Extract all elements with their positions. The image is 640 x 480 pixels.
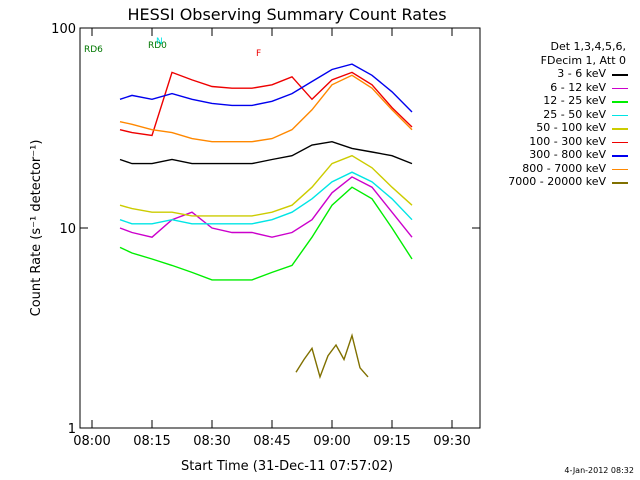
- x-tick-label: 08:30: [193, 434, 230, 449]
- x-tick-label: 09:30: [433, 434, 470, 449]
- y-axis-label: Count Rate (s⁻¹ detector⁻¹): [29, 140, 44, 317]
- x-tick-label: 09:00: [313, 434, 350, 449]
- y-tick-label: 10: [59, 222, 76, 237]
- legend-item-3: 25 - 50 keV: [472, 108, 632, 122]
- legend-item-2: 12 - 25 keV: [472, 94, 632, 108]
- legend-swatch: [612, 101, 628, 103]
- x-tick-label: 08:15: [133, 434, 170, 449]
- legend-item-4: 50 - 100 keV: [472, 121, 632, 135]
- legend-header-line-2: FDecim 1, Att 0: [540, 53, 626, 67]
- legend-swatch: [612, 155, 628, 157]
- legend-item-6: 300 - 800 keV: [472, 148, 632, 162]
- series-line-5: [119, 71, 413, 137]
- series-line-6: [119, 63, 413, 113]
- legend-label: 12 - 25 keV: [543, 94, 606, 107]
- legend-item-1: 6 - 12 keV: [472, 81, 632, 95]
- x-tick-label: 08:00: [73, 434, 110, 449]
- annotation-1: RD0: [148, 41, 167, 51]
- annotation-2: RD6: [84, 45, 103, 55]
- annotation-0: N: [156, 37, 163, 47]
- series-line-4: [119, 154, 413, 217]
- chart-title: HESSI Observing Summary Count Rates: [127, 5, 446, 24]
- legend-item-5: 100 - 300 keV: [472, 135, 632, 149]
- legend-swatch: [612, 74, 628, 76]
- series-line-0: [119, 140, 413, 165]
- legend-item-0: 3 - 6 keV: [472, 67, 632, 81]
- y-tick-label: 100: [51, 22, 76, 37]
- legend-label: 100 - 300 keV: [529, 134, 606, 148]
- legend-swatch: [612, 168, 628, 170]
- legend-label: 800 - 7000 keV: [522, 161, 606, 175]
- legend-swatch: [612, 141, 628, 143]
- x-tick-label: 08:45: [253, 434, 290, 449]
- legend: Det 1,3,4,5,6, FDecim 1, Att 0 3 - 6 keV…: [472, 40, 632, 189]
- axes: 08:00 08:15 08:30 08:45 09:00 09:15 09:30 1 10 10…: [51, 22, 481, 449]
- legend-label: 25 - 50 keV: [543, 107, 606, 121]
- legend-label: 300 - 800 keV: [529, 148, 606, 161]
- y-tick-label: 1: [68, 422, 76, 437]
- plot-frame: [79, 27, 481, 429]
- legend-label: 6 - 12 keV: [550, 80, 606, 94]
- legend-label: 3 - 6 keV: [557, 67, 606, 80]
- legend-swatch: [612, 182, 628, 184]
- legend-label: 50 - 100 keV: [536, 121, 606, 134]
- annotation-3: F: [256, 49, 261, 59]
- legend-item-7: 800 - 7000 keV: [472, 162, 632, 176]
- legend-swatch: [612, 114, 628, 116]
- legend-header-line-1: Det 1,3,4,5,6,: [550, 40, 626, 53]
- series-line-1: [119, 176, 413, 238]
- legend-item-8: 7000 - 20000 keV: [472, 175, 632, 189]
- x-axis-label: Start Time (31-Dec-11 07:57:02): [181, 459, 393, 474]
- x-tick-label: 09:15: [373, 434, 410, 449]
- legend-swatch: [612, 87, 628, 89]
- series-line-7: [119, 74, 413, 143]
- footer-date: 4-Jan-2012 08:32: [564, 466, 634, 475]
- legend-label: 7000 - 20000 keV: [508, 175, 606, 188]
- series-line-8: [295, 332, 369, 380]
- legend-swatch: [612, 128, 628, 130]
- series-line-3: [119, 171, 413, 225]
- series-line-2: [119, 186, 413, 281]
